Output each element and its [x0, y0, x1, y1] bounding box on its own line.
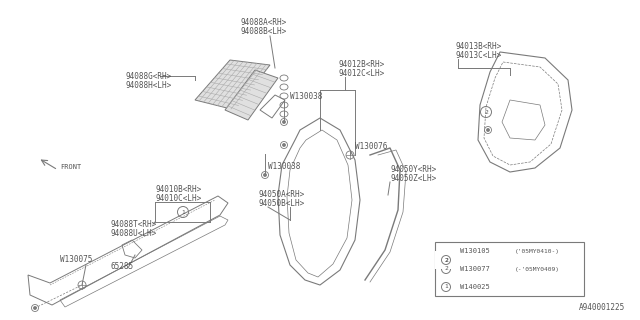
- Text: W130038: W130038: [268, 162, 300, 171]
- Text: 94010B<RH>: 94010B<RH>: [155, 185, 201, 194]
- Text: 2: 2: [484, 109, 488, 115]
- Circle shape: [264, 174, 266, 176]
- Text: 94012B<RH>: 94012B<RH>: [338, 60, 384, 69]
- Text: 94013B<RH>: 94013B<RH>: [455, 42, 501, 51]
- Bar: [435, 251, 457, 269]
- Text: 94013C<LH>: 94013C<LH>: [455, 51, 501, 60]
- Text: 94088G<RH>: 94088G<RH>: [125, 72, 172, 81]
- Text: W130075: W130075: [60, 255, 92, 264]
- Text: 94050Z<LH>: 94050Z<LH>: [390, 174, 436, 183]
- Circle shape: [34, 307, 36, 309]
- Text: 94050A<RH>: 94050A<RH>: [258, 190, 304, 199]
- Text: W140025: W140025: [460, 284, 490, 290]
- Text: 1: 1: [444, 284, 448, 290]
- Text: ('05MY0410-): ('05MY0410-): [515, 249, 560, 253]
- Text: 94010C<LH>: 94010C<LH>: [155, 194, 201, 203]
- Text: 94012C<LH>: 94012C<LH>: [338, 69, 384, 78]
- Text: 2: 2: [444, 267, 448, 271]
- Text: 94088B<LH>: 94088B<LH>: [240, 27, 286, 36]
- Text: 94088U<LH>: 94088U<LH>: [110, 229, 156, 238]
- Text: W130076: W130076: [355, 142, 387, 151]
- Polygon shape: [195, 60, 270, 110]
- Text: 2: 2: [444, 258, 448, 262]
- Text: W130038: W130038: [290, 92, 323, 101]
- Text: 94088T<RH>: 94088T<RH>: [110, 220, 156, 229]
- Polygon shape: [225, 70, 278, 120]
- Text: 94050B<LH>: 94050B<LH>: [258, 199, 304, 208]
- Text: FRONT: FRONT: [60, 164, 81, 170]
- Text: 1: 1: [181, 210, 185, 214]
- Circle shape: [283, 144, 285, 146]
- Text: 65285: 65285: [110, 262, 133, 271]
- Text: (-'05MY0409): (-'05MY0409): [515, 267, 560, 271]
- Text: 2: 2: [444, 258, 448, 262]
- Text: W130105: W130105: [460, 248, 490, 254]
- Bar: [435, 242, 584, 296]
- Text: 94088A<RH>: 94088A<RH>: [240, 18, 286, 27]
- Circle shape: [283, 121, 285, 123]
- Text: 94088H<LH>: 94088H<LH>: [125, 81, 172, 90]
- Text: A940001225: A940001225: [579, 303, 625, 312]
- Circle shape: [487, 129, 489, 131]
- Text: 94050Y<RH>: 94050Y<RH>: [390, 165, 436, 174]
- Text: W130077: W130077: [460, 266, 490, 272]
